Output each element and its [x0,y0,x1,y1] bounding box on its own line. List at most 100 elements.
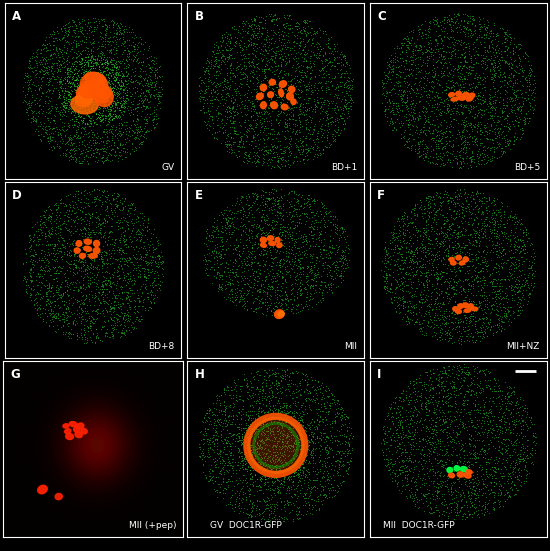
Point [153,235,162,244]
Point [455,153,464,161]
Point [395,416,404,425]
Point [480,299,489,308]
Point [72,261,80,269]
Point [287,15,295,24]
Point [80,295,89,304]
Point [65,79,74,88]
Point [480,60,489,68]
Point [417,459,426,468]
Point [277,407,285,415]
Point [60,25,69,34]
Point [279,255,288,263]
Point [277,295,286,304]
Point [392,408,400,417]
Point [91,101,100,110]
Point [91,147,100,156]
Point [417,327,426,336]
Point [474,258,483,267]
Point [101,57,109,66]
Point [245,156,254,165]
Point [231,25,240,34]
Point [141,67,150,75]
Point [217,252,226,261]
Point [487,229,496,237]
Point [514,261,523,269]
Point [402,143,411,152]
Point [97,223,106,232]
Point [133,313,141,322]
Point [37,89,46,98]
Point [282,299,290,308]
Point [287,81,295,90]
Point [122,56,130,64]
Point [151,69,160,78]
Point [293,25,301,34]
Point [402,226,411,235]
Point [293,369,301,377]
Point [483,133,492,142]
Point [133,312,142,321]
Point [64,106,73,115]
Point [500,121,509,130]
Point [79,58,88,67]
Point [255,440,264,449]
Point [93,94,102,103]
Point [53,268,62,277]
Point [435,93,444,102]
Point [74,107,83,116]
Point [438,130,447,139]
Point [96,48,104,57]
Point [48,71,57,80]
Point [304,436,313,445]
Point [407,440,416,449]
Point [273,208,282,217]
Point [141,113,150,122]
Point [218,123,227,132]
Point [483,209,492,218]
Point [213,107,222,116]
Point [483,107,492,116]
Point [456,363,465,372]
Point [485,490,494,499]
Point [261,12,270,20]
Point [64,328,73,337]
Point [153,74,162,83]
Point [430,210,439,219]
Point [258,474,267,483]
Point [306,283,315,291]
Point [442,369,450,378]
Point [311,483,320,491]
Point [28,51,37,60]
Point [451,101,460,110]
Point [258,438,267,447]
Point [259,190,268,199]
Point [460,217,469,226]
Point [72,42,80,51]
Point [473,105,482,114]
Point [496,147,505,155]
Point [219,489,228,498]
Point [476,325,485,334]
Point [480,319,488,328]
Point [56,93,64,102]
Point [214,249,223,258]
Point [87,316,96,325]
Point [247,57,256,66]
Point [488,416,497,425]
Point [476,27,485,36]
Point [116,141,124,150]
Point [284,95,293,104]
Point [430,299,439,308]
Point [299,451,308,460]
Point [79,61,88,69]
Point [464,68,473,77]
Point [131,66,140,75]
Point [294,300,302,309]
Point [130,209,139,218]
Point [267,419,276,428]
Point [224,217,233,226]
Point [321,433,330,441]
Point [405,318,414,327]
Point [296,514,305,522]
Point [105,279,114,288]
